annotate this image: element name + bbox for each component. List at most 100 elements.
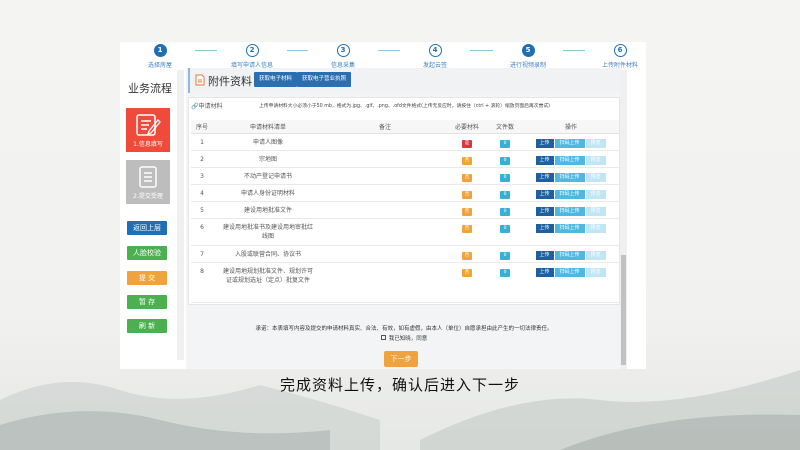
step-card-submit[interactable]: 2.提交受理 <box>126 160 170 204</box>
scan-upload-button[interactable]: 扫码上传 <box>554 172 585 182</box>
submit-button[interactable]: 提 交 <box>127 271 167 285</box>
step-1[interactable]: 1 选择房屋 <box>120 44 205 69</box>
row-number: 6 <box>191 218 213 246</box>
upload-button[interactable]: 上传 <box>535 223 554 233</box>
step-5[interactable]: 5 进行视频录制 <box>483 44 573 69</box>
upload-button[interactable]: 上传 <box>535 155 554 165</box>
col-note-header: 备注 <box>323 120 447 134</box>
preview-button[interactable]: 预览 <box>585 155 606 165</box>
step-6[interactable]: 6 上传附件材料 <box>575 44 646 69</box>
scan-upload-button[interactable]: 扫码上传 <box>554 267 585 277</box>
required-badge: 否 <box>462 156 472 165</box>
step-number: 3 <box>336 44 350 57</box>
scan-upload-button[interactable]: 扫码上传 <box>554 155 585 165</box>
file-count-badge: 0 <box>500 190 510 199</box>
step-4[interactable]: 4 发起云签 <box>390 44 480 69</box>
file-icon <box>195 74 205 86</box>
table-row: 6 建设用地批准书及建设用地审批红线图 否 0 上传 扫码上传 预览 <box>191 218 619 246</box>
preview-button[interactable]: 预览 <box>585 250 606 260</box>
scan-upload-button[interactable]: 扫码上传 <box>554 223 585 233</box>
main-content: 附件资料 获取电子材料 获取电子营业执照 🔗申请材料 上传申请材料大小必须小于5… <box>186 68 622 369</box>
required-cell: 否 <box>447 218 487 246</box>
actions-cell: 上传 扫码上传 预览 <box>523 262 619 303</box>
main-scrollbar[interactable] <box>620 70 627 369</box>
required-badge: 否 <box>462 173 472 182</box>
actions-cell: 上传 扫码上传 预览 <box>523 245 619 263</box>
material-note <box>323 167 447 185</box>
row-number: 4 <box>191 184 213 202</box>
table-row: 3 不动产登记申请书 否 0 上传 扫码上传 预览 <box>191 167 619 185</box>
file-count-badge: 0 <box>500 173 510 182</box>
count-cell: 0 <box>487 262 523 303</box>
table-row: 8 建设用地规划批准文件、规划许可证或规划选址（定点）批复文件 否 0 上传 扫码… <box>191 262 619 303</box>
materials-panel: 🔗申请材料 上传申请材料大小必须小于50 mb，格式为.jpg、.gif、.pn… <box>188 97 620 305</box>
preview-button[interactable]: 预览 <box>585 206 606 216</box>
agree-checkbox[interactable] <box>380 335 386 340</box>
step-3[interactable]: 3 信息采集 <box>298 44 388 69</box>
col-required-header: 必要材料 <box>447 120 487 134</box>
form-edit-icon <box>136 114 161 136</box>
required-cell: 否 <box>447 184 487 202</box>
preview-button[interactable]: 预览 <box>585 223 606 233</box>
material-note <box>323 245 447 263</box>
scan-upload-button[interactable]: 扫码上传 <box>554 189 585 199</box>
back-button[interactable]: 返回上层 <box>127 221 167 235</box>
panel-title-text: 申请材料 <box>198 103 223 110</box>
material-name: 不动产登记申请书 <box>213 167 323 185</box>
scan-upload-button[interactable]: 扫码上传 <box>554 138 585 148</box>
refresh-button[interactable]: 刷 新 <box>127 319 167 333</box>
file-count-badge: 0 <box>500 139 510 148</box>
material-name: 入股或联营合同、协议书 <box>213 245 323 263</box>
step-number: 1 <box>153 44 167 57</box>
upload-note: 上传申请材料大小必须小于50 mb，格式为.jpg、.gif、.png、.ofd… <box>259 104 551 109</box>
scan-upload-button[interactable]: 扫码上传 <box>554 206 585 216</box>
count-cell: 0 <box>487 133 523 151</box>
get-e-materials-button[interactable]: 获取电子材料 <box>254 72 298 87</box>
material-note <box>323 133 447 151</box>
actions-cell: 上传 扫码上传 预览 <box>523 133 619 151</box>
attachments-header: 附件资料 获取电子材料 获取电子营业执照 <box>188 68 620 93</box>
row-number: 1 <box>191 133 213 151</box>
upload-button[interactable]: 上传 <box>535 172 554 182</box>
row-number: 3 <box>191 167 213 185</box>
actions-cell: 上传 扫码上传 预览 <box>523 201 619 219</box>
preview-button[interactable]: 预览 <box>585 189 606 199</box>
step-number: 2 <box>245 44 259 57</box>
face-verify-button[interactable]: 人脸校验 <box>127 246 167 260</box>
step-label: 发起云签 <box>422 62 447 69</box>
preview-button[interactable]: 预览 <box>585 267 606 277</box>
preview-button[interactable]: 预览 <box>585 172 606 182</box>
count-cell: 0 <box>487 150 523 168</box>
scan-upload-button[interactable]: 扫码上传 <box>554 250 585 260</box>
step-number: 5 <box>521 44 535 57</box>
caption: 完成资料上传，确认后进入下一步 <box>279 376 520 394</box>
scrollbar-thumb[interactable] <box>621 255 626 365</box>
step-label: 上传附件材料 <box>601 62 638 69</box>
sidebar-scrollbar[interactable] <box>177 70 184 360</box>
agree-row: 我已知晓，同意 <box>186 334 622 342</box>
preview-button[interactable]: 预览 <box>585 138 606 148</box>
required-badge: 否 <box>462 268 472 277</box>
get-e-license-button[interactable]: 获取电子营业执照 <box>297 72 352 87</box>
step-card-info-fill[interactable]: 1.信息填写 <box>126 108 170 152</box>
step-connector <box>563 50 585 51</box>
material-name: 建设用地规划批准文件、规划许可证或规划选址（定点）批复文件 <box>213 262 323 303</box>
file-count-badge: 0 <box>500 156 510 165</box>
upload-button[interactable]: 上传 <box>535 138 554 148</box>
table-row: 2 宗地图 否 0 上传 扫码上传 预览 <box>191 150 619 168</box>
save-draft-button[interactable]: 暂 存 <box>127 295 167 309</box>
required-cell: 否 <box>447 262 487 303</box>
required-badge: 否 <box>462 190 472 199</box>
material-name: 申请人图像 <box>213 133 323 151</box>
required-cell: 否 <box>447 201 487 219</box>
step-connector <box>287 50 308 51</box>
upload-button[interactable]: 上传 <box>535 206 554 216</box>
step-label: 进行视频录制 <box>509 62 546 69</box>
upload-button[interactable]: 上传 <box>535 250 554 260</box>
upload-button[interactable]: 上传 <box>535 189 554 199</box>
step-2[interactable]: 2 填写申请人信息 <box>207 44 297 69</box>
row-number: 8 <box>191 262 213 303</box>
panel-title: 🔗申请材料 <box>191 103 223 110</box>
next-step-button[interactable]: 下一步 <box>384 351 418 367</box>
upload-button[interactable]: 上传 <box>535 267 554 277</box>
